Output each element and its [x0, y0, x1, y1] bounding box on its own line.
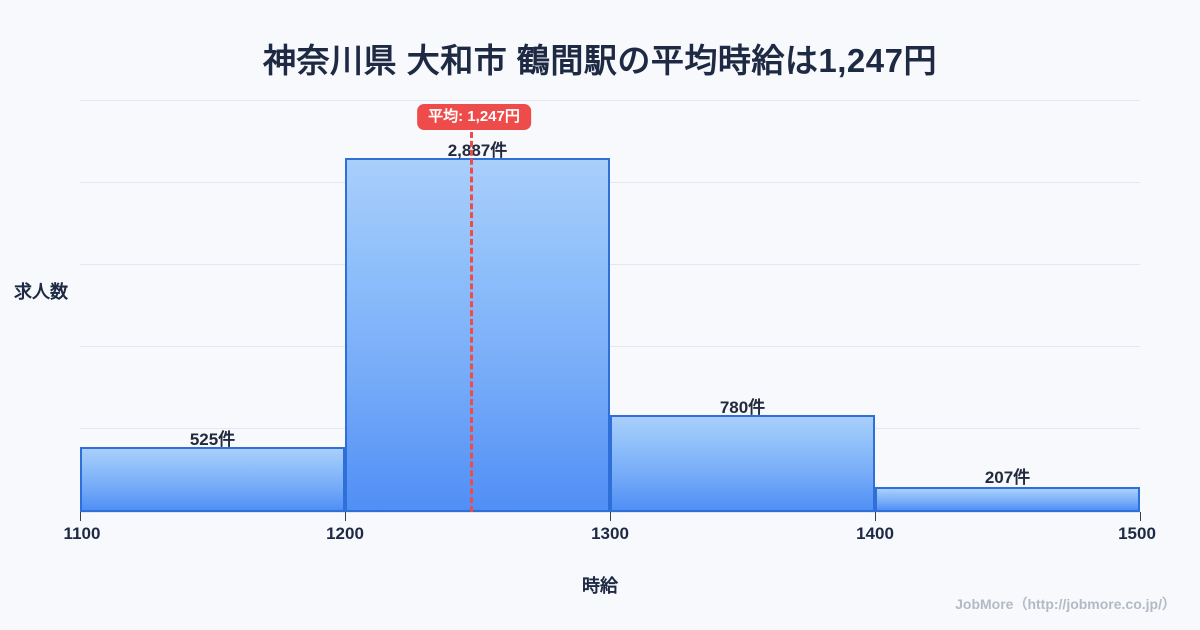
gridline: [80, 264, 1140, 265]
x-axis-tick: [80, 512, 81, 521]
x-axis-tick-label: 1500: [1118, 524, 1156, 543]
x-axis-tick-label: 1200: [326, 524, 364, 543]
average-badge: 平均: 1,247円: [417, 104, 531, 130]
gridline: [80, 182, 1140, 183]
histogram-bar[interactable]: [345, 158, 610, 512]
x-axis-tick: [345, 512, 346, 521]
histogram-bar[interactable]: [875, 487, 1140, 512]
bar-value-label: 780件: [719, 398, 766, 417]
x-axis-tick: [875, 512, 876, 521]
histogram-bar[interactable]: [610, 415, 875, 512]
x-axis-title: 時給: [582, 576, 618, 596]
x-axis-tick-label: 1400: [856, 524, 894, 543]
y-axis-title: 求人数: [14, 282, 68, 302]
gridline: [80, 346, 1140, 347]
x-axis-tick: [1140, 512, 1141, 521]
x-axis-tick-label: 1100: [63, 524, 101, 543]
x-axis-tick: [610, 512, 611, 521]
average-line: [470, 132, 473, 512]
bar-value-label: 2,887件: [447, 141, 508, 160]
chart-title: 神奈川県 大和市 鶴間駅の平均時給は1,247円: [263, 42, 937, 79]
x-axis-tick-label: 1300: [591, 524, 629, 543]
bar-value-label: 207件: [984, 468, 1031, 487]
watermark: JobMore（http://jobmore.co.jp/）: [955, 596, 1176, 612]
bar-value-label: 525件: [189, 430, 236, 449]
gridline: [80, 100, 1140, 101]
histogram-bar[interactable]: [80, 447, 345, 512]
